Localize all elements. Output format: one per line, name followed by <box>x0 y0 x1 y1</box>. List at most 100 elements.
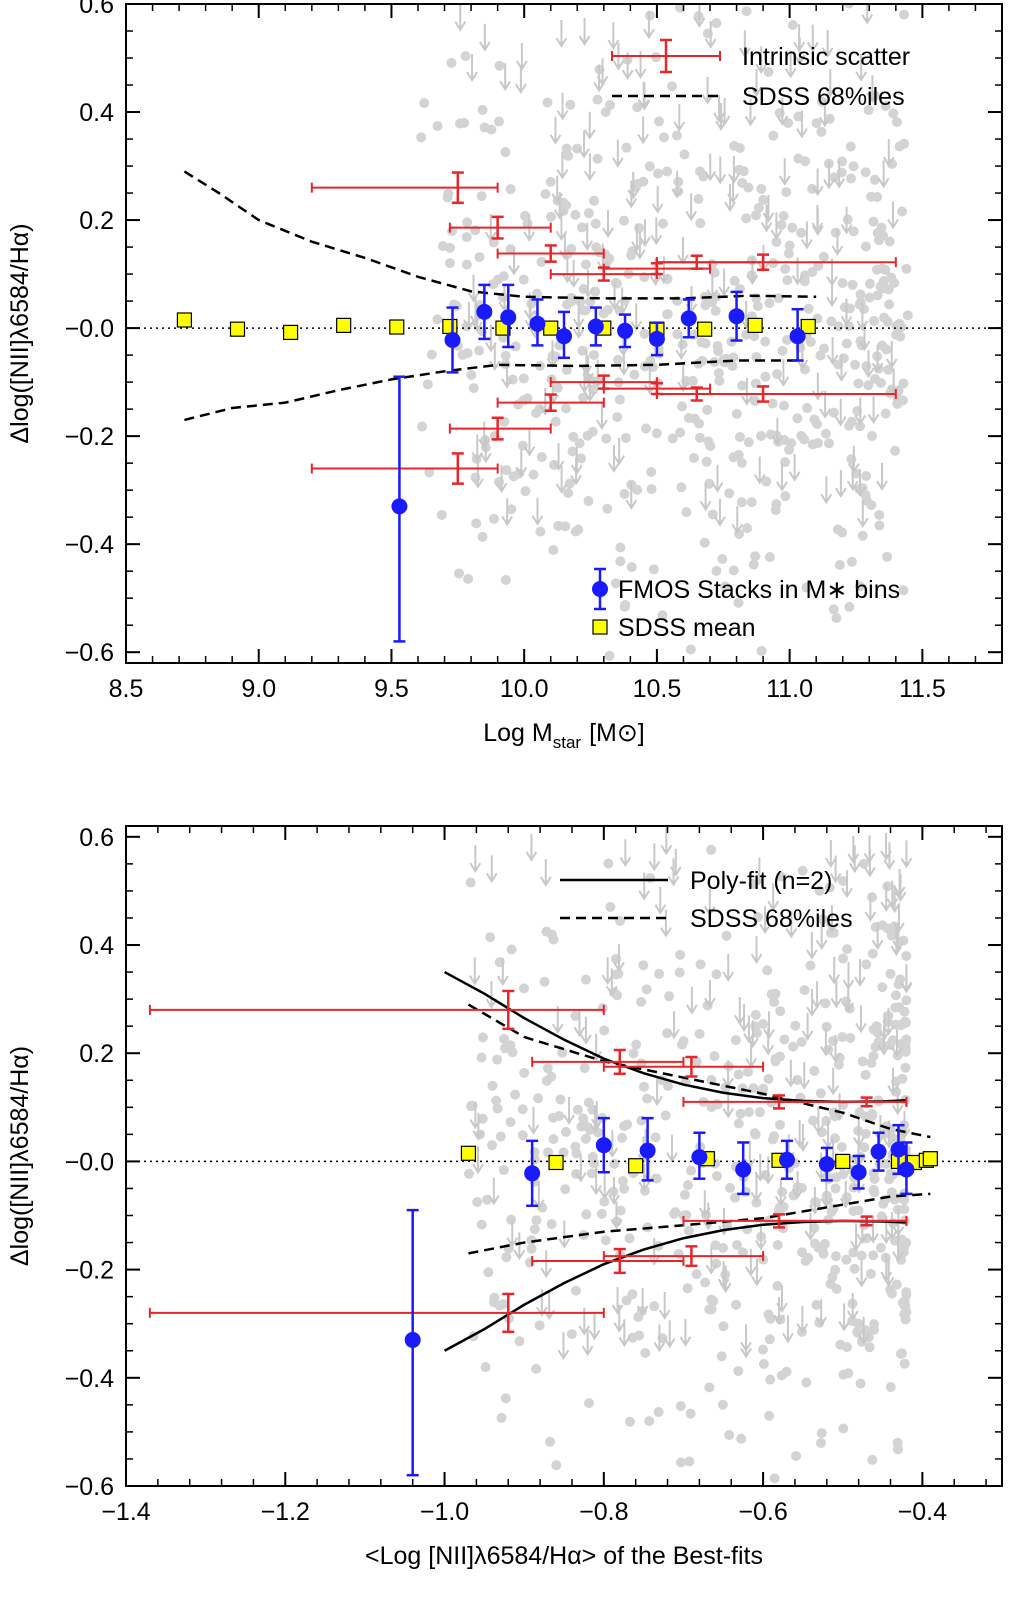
background-point <box>626 250 637 261</box>
background-point <box>819 343 830 354</box>
background-point <box>791 1450 802 1461</box>
sdss-68-upper-curve <box>183 170 817 300</box>
background-point <box>875 1242 886 1253</box>
upper-limit-arrow <box>485 855 498 884</box>
background-point <box>507 1047 518 1058</box>
background-point <box>717 1399 728 1410</box>
sdss-mean-square <box>800 318 816 335</box>
background-point <box>495 1131 506 1142</box>
x-tick-label: −1.2 <box>261 1498 310 1526</box>
background-point <box>436 509 447 520</box>
background-point <box>835 1339 846 1350</box>
upper-limit-arrow <box>750 936 763 965</box>
background-point <box>891 329 902 340</box>
background-point <box>591 242 602 253</box>
fmos-stack-point <box>587 306 604 347</box>
background-point <box>548 544 559 555</box>
background-point <box>611 578 622 589</box>
background-point <box>763 1073 774 1084</box>
background-point <box>619 1183 630 1194</box>
background-point <box>899 1358 910 1369</box>
background-point <box>578 305 589 316</box>
background-point <box>870 922 881 933</box>
background-point <box>539 976 550 987</box>
background-point <box>885 968 896 979</box>
legend-bottom-right: FMOS Stacks in M∗ bins SDSS mean <box>592 567 900 642</box>
upper-limit-arrow <box>824 840 837 869</box>
intrinsic-scatter-upper <box>655 254 765 270</box>
background-point <box>899 9 910 20</box>
background-point <box>641 984 652 995</box>
background-point <box>803 303 814 314</box>
background-point <box>486 124 497 135</box>
fmos-stack-point <box>639 1116 656 1182</box>
background-point <box>577 345 588 356</box>
upper-limit-arrow <box>741 377 753 406</box>
background-point <box>901 1287 912 1298</box>
background-point <box>877 283 888 294</box>
background-point <box>701 456 712 467</box>
background-point <box>580 259 591 270</box>
background-point <box>777 345 788 356</box>
background-point <box>728 565 739 576</box>
background-point <box>695 166 706 177</box>
background-point <box>842 944 853 955</box>
sdss-68-lower-curve <box>184 359 803 422</box>
sdss-mean-square <box>229 321 246 337</box>
upper-limit-arrow <box>485 980 498 1009</box>
sdss-mean-square <box>747 317 763 333</box>
background-point <box>760 371 771 382</box>
upper-limit-arrow <box>842 962 855 991</box>
background-point <box>792 413 803 424</box>
background-point <box>587 426 598 437</box>
upper-limit-arrow <box>468 957 481 986</box>
background-point <box>546 1071 557 1082</box>
background-point <box>500 574 511 585</box>
background-point <box>813 260 824 271</box>
background-point <box>750 551 761 562</box>
background-point <box>797 865 808 876</box>
fmos-marker <box>898 1161 915 1178</box>
background-point <box>570 1285 581 1296</box>
background-point <box>461 259 472 270</box>
background-point <box>879 312 890 323</box>
background-point <box>778 400 789 411</box>
background-point <box>518 373 529 384</box>
background-point <box>548 1134 559 1145</box>
background-point <box>416 132 427 143</box>
upper-limit-arrow <box>699 483 712 512</box>
background-point <box>731 1240 742 1251</box>
background-point <box>526 1235 537 1246</box>
background-point <box>833 321 844 332</box>
background-point <box>574 438 585 449</box>
upper-limit-arrow <box>679 1318 692 1347</box>
upper-limit-arrow <box>867 396 880 425</box>
upper-limit-arrow <box>654 886 667 915</box>
background-point <box>535 526 546 537</box>
background-point <box>821 1021 832 1032</box>
upper-limit-arrow <box>555 465 568 494</box>
upper-limit-arrow <box>705 1246 718 1275</box>
fmos-stack-point <box>500 283 517 349</box>
upper-limit-arrow <box>774 1178 787 1207</box>
background-point <box>621 142 632 153</box>
background-point <box>736 497 747 508</box>
background-point <box>676 482 687 493</box>
background-point <box>828 604 839 615</box>
background-point <box>882 551 893 562</box>
background-point <box>695 959 706 970</box>
background-point <box>682 1283 693 1294</box>
background-point <box>613 354 624 365</box>
background-point <box>710 1240 721 1251</box>
background-point <box>636 996 647 1007</box>
background-point <box>753 202 764 213</box>
upper-limit-arrow <box>607 22 620 50</box>
upper-limit-arrow <box>776 463 788 492</box>
background-point <box>711 565 722 576</box>
background-point <box>498 271 509 282</box>
background-point <box>863 105 874 116</box>
background-point <box>583 1097 594 1108</box>
upper-limit-arrow <box>685 193 698 222</box>
background-point <box>667 433 678 444</box>
background-point <box>500 1393 511 1404</box>
